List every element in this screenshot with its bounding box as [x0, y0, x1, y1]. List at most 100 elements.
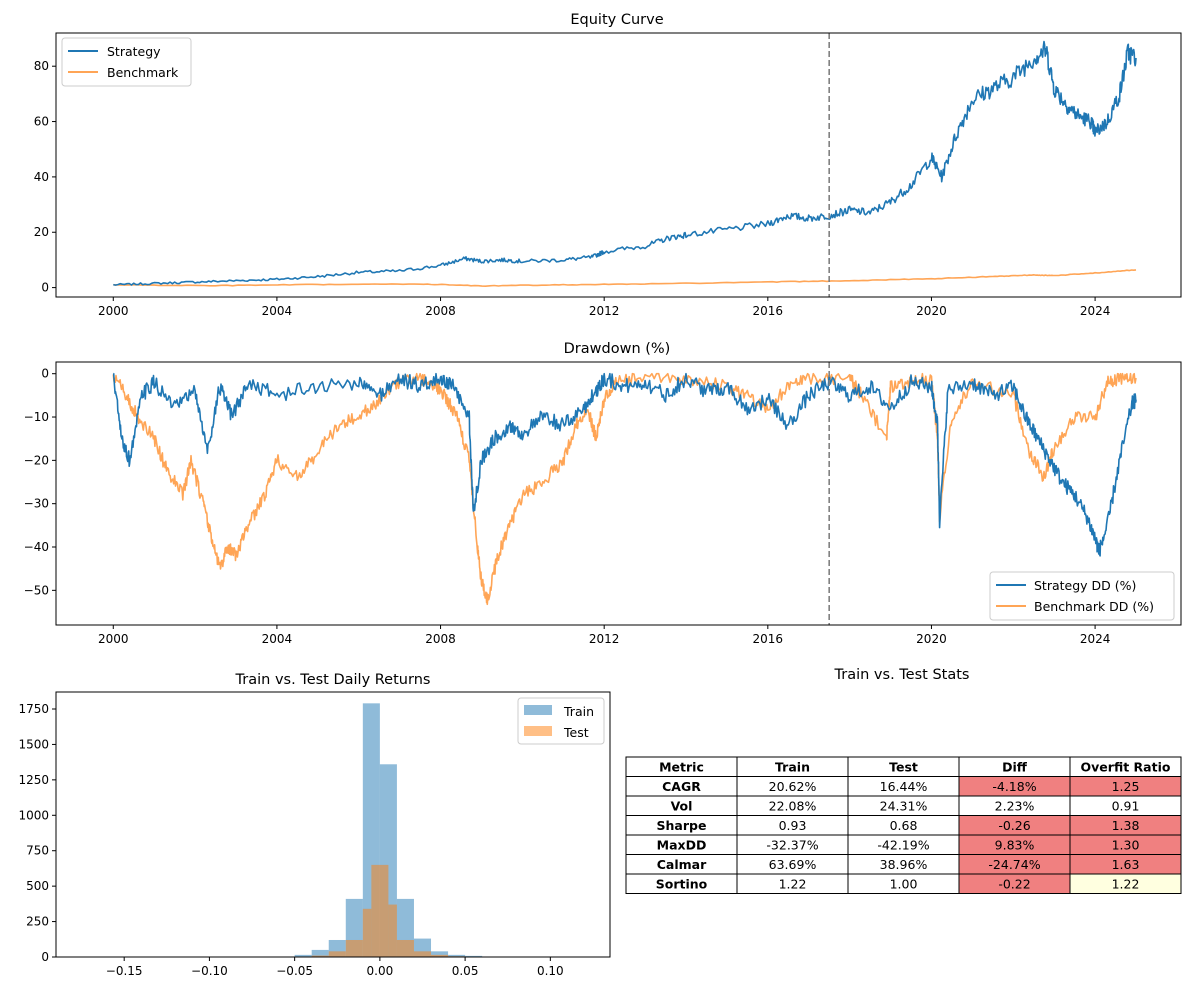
drawdown-plot-area	[112, 362, 1137, 625]
drawdown-title: Drawdown (%)	[564, 341, 671, 357]
drawdown-chart: Drawdown (%) 2000 2004 2008 2012 2016 2020 202…	[24, 341, 1182, 646]
table-cell-value: -24.74%	[988, 857, 1040, 872]
table-header-label: Overfit Ratio	[1081, 759, 1171, 774]
equity-x-tick-label: 2024	[1080, 304, 1111, 318]
table-cell-value: 20.62%	[769, 779, 817, 794]
histogram-x-tick-label: −0.15	[106, 964, 143, 978]
table-cell-value: 0.68	[890, 818, 918, 833]
equity-curve-axes-frame	[55, 32, 1182, 298]
legend-strategy-label: Strategy	[107, 44, 161, 59]
histogram-y-tick-label: 500	[26, 879, 49, 893]
equity-x-tick-label: 2008	[425, 304, 456, 318]
histogram-y-tick-label: 1250	[18, 773, 49, 787]
equity-curve-legend: Strategy Benchmark	[61, 37, 192, 87]
drawdown-axes-frame	[55, 361, 1182, 626]
table-cell-value: 0.93	[779, 818, 807, 833]
histogram-legend: Train Test	[517, 697, 605, 745]
table-cell-value: Vol	[671, 798, 693, 813]
legend-train-swatch	[524, 705, 552, 715]
table-cell-value: 16.44%	[880, 779, 928, 794]
histogram-test-bar	[345, 939, 363, 957]
histogram-test-bar	[362, 908, 372, 957]
equity-y-tick-label: 40	[34, 170, 49, 184]
drawdown-y-tick-label: −20	[24, 453, 49, 467]
table-cell-value: -0.26	[998, 818, 1030, 833]
table-cell-value: 2.23%	[995, 798, 1035, 813]
equity-y-tick-label: 60	[34, 115, 49, 129]
table-cell-value: 1.25	[1112, 779, 1140, 794]
table-cell-value: -32.37%	[766, 837, 818, 852]
drawdown-benchmark-line	[112, 372, 1137, 606]
equity-y-tick-label: 20	[34, 225, 49, 239]
equity-strategy-line	[113, 40, 1137, 286]
stats-table-title: Train vs. Test Stats	[834, 667, 970, 683]
table-cell-value: Sortino	[656, 876, 708, 891]
histogram-y-tick-label: 1750	[18, 702, 49, 716]
equity-benchmark-line	[113, 269, 1137, 287]
table-header-label: Test	[889, 759, 918, 774]
table-cell-value: 1.22	[779, 876, 807, 891]
histogram-x-tick-label: 0.00	[367, 964, 394, 978]
histogram-y-tick-label: 1500	[18, 737, 49, 751]
drawdown-x-tick-label: 2004	[262, 632, 293, 646]
table-cell-value: 63.69%	[769, 857, 817, 872]
histogram-test-bar	[413, 951, 432, 957]
equity-curve-title: Equity Curve	[570, 12, 663, 28]
table-cell-value: 1.38	[1112, 818, 1140, 833]
histogram-x-tick-label: 0.05	[452, 964, 479, 978]
histogram-train-bar	[431, 951, 449, 957]
table-cell-value: -0.22	[998, 876, 1030, 891]
histogram-test-bar	[431, 954, 449, 957]
table-cell-value: -4.18%	[992, 779, 1036, 794]
equity-y-tick-label: 80	[34, 59, 49, 73]
table-cell-value: 24.31%	[880, 798, 928, 813]
legend-benchmark-label: Benchmark	[107, 65, 179, 80]
drawdown-legend: Strategy DD (%) Benchmark DD (%)	[989, 571, 1175, 621]
table-cell-value: 1.22	[1112, 876, 1140, 891]
table-header-label: Metric	[659, 759, 704, 774]
drawdown-x-tick-label: 2008	[425, 632, 456, 646]
histogram-y-tick-label: 0	[41, 950, 49, 964]
equity-x-tick-label: 2000	[98, 304, 129, 318]
legend-test-swatch	[524, 726, 552, 736]
histogram-train-bar	[311, 949, 329, 957]
drawdown-x-tick-label: 2000	[98, 632, 129, 646]
legend-train-label: Train	[563, 704, 594, 719]
equity-x-tick-label: 2016	[753, 304, 784, 318]
table-cell-value: 1.63	[1112, 857, 1140, 872]
table-cell-value: Sharpe	[657, 818, 707, 833]
histogram-y-tick-label: 1000	[18, 808, 49, 822]
drawdown-y-tick-label: −10	[24, 410, 49, 424]
equity-y-tick-label: 0	[41, 281, 49, 295]
histogram-x-tick-label: 0.10	[537, 964, 564, 978]
histogram-y-tick-label: 750	[26, 844, 49, 858]
table-cell-value: 1.00	[890, 876, 918, 891]
histogram-x-tick-label: −0.10	[191, 964, 228, 978]
table-cell-value: CAGR	[662, 779, 701, 794]
drawdown-x-tick-label: 2012	[589, 632, 620, 646]
table-cell	[1069, 873, 1182, 894]
histogram-x-tick-label: −0.05	[276, 964, 313, 978]
equity-x-tick-label: 2012	[589, 304, 620, 318]
histogram-train-bar	[294, 954, 312, 957]
histogram-axes-frame	[55, 691, 611, 958]
legend-test-label: Test	[563, 725, 589, 740]
table-header-label: Train	[775, 759, 810, 774]
drawdown-x-tick-label: 2024	[1080, 632, 1111, 646]
drawdown-strategy-line	[112, 372, 1137, 557]
equity-plot-area	[113, 33, 1137, 297]
histogram-train-bar	[465, 955, 483, 957]
legend-strategy-dd-label: Strategy DD (%)	[1034, 578, 1136, 593]
histogram-test-bar	[311, 955, 329, 957]
drawdown-x-tick-label: 2016	[753, 632, 784, 646]
table-cell-value: 22.08%	[769, 798, 817, 813]
table-cell-value: 1.30	[1112, 837, 1140, 852]
histogram-test-bar	[328, 951, 346, 957]
legend-benchmark-dd-label: Benchmark DD (%)	[1034, 599, 1154, 614]
table-cell-value: 9.83%	[995, 837, 1035, 852]
drawdown-y-tick-label: −40	[24, 540, 49, 554]
histogram-test-bar	[371, 864, 389, 957]
table-cell-value: 38.96%	[880, 857, 928, 872]
table-cell-value: Calmar	[657, 857, 707, 872]
table-header-label: Diff	[1002, 759, 1028, 774]
